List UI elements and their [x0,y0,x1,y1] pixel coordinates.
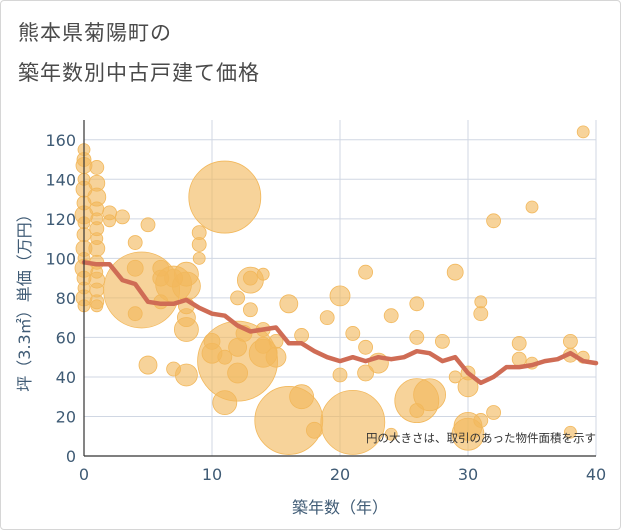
x-tick-label: 10 [202,465,222,484]
y-tick-label: 120 [45,210,76,229]
data-bubble [90,299,104,313]
data-bubble [486,405,502,420]
data-bubble [486,213,502,229]
data-bubble [203,332,221,350]
data-bubble [319,310,335,326]
data-bubble [191,237,207,252]
data-bubble [279,294,299,314]
y-tick-label: 160 [45,131,76,150]
data-bubble [242,270,258,286]
data-bubble [88,174,106,192]
data-bubble [140,217,156,233]
data-bubble [90,232,104,245]
data-bubble [434,333,450,349]
data-bubble [564,425,577,439]
y-tick-label: 60 [56,328,76,347]
y-axis-label: 坪（3.3㎡）単価（万円） [15,206,34,391]
bubble-layer [74,125,590,455]
data-bubble [383,308,399,324]
data-bubble [525,200,539,214]
data-bubble [90,212,104,226]
axis-layer: 0 10 20 30 40 0 20 40 60 80 100 120 140 160 [45,120,606,484]
chart-title-line1: 熊本県菊陽町の [18,21,172,45]
data-bubble [511,351,527,367]
x-tick-label: 40 [586,465,606,484]
y-tick-label: 140 [45,170,76,189]
data-bubble [320,389,386,455]
size-annotation: 円の大きさは、取引のあった物件面積を示す [366,431,596,445]
data-bubble [473,413,489,428]
data-bubble [227,362,249,384]
data-bubble [126,259,144,277]
x-axis-label: 築年数（年） [292,498,388,517]
data-bubble [329,285,351,307]
data-bubble [217,349,233,365]
data-bubble [230,290,246,306]
data-bubble [413,378,447,412]
data-bubble [446,263,464,281]
data-bubble [256,267,270,281]
data-bubble [358,264,374,280]
data-bubble [152,269,170,287]
data-bubble [563,333,578,349]
data-bubble [511,335,527,351]
data-bubble [268,333,284,349]
data-bubble [127,235,143,250]
data-bubble [473,306,489,322]
data-bubble [384,427,398,441]
y-tick-label: 100 [45,249,76,268]
data-bubble [345,326,361,341]
x-tick-label: 20 [330,465,350,484]
data-bubble [192,251,206,265]
x-tick-label: 0 [79,465,89,484]
data-bubble [89,160,105,175]
data-bubble [212,390,238,416]
data-bubble [332,367,348,383]
data-bubble [289,384,315,410]
data-bubble [305,421,323,439]
data-bubble [358,339,374,355]
data-bubble [127,306,143,322]
trend-line-layer [81,260,599,386]
data-bubble [294,328,310,343]
data-bubble [138,355,158,375]
data-bubble [576,125,590,139]
data-bubble [357,364,375,382]
y-tick-label: 20 [56,407,76,426]
data-bubble [448,370,462,384]
data-bubble [166,361,182,377]
data-bubble [115,209,130,225]
y-tick-label: 0 [66,447,76,466]
x-tick-label: 30 [458,465,478,484]
data-bubble [90,265,104,279]
y-tick-label: 80 [56,289,76,308]
data-bubble [188,160,262,234]
data-bubble [103,214,116,228]
data-bubble [409,296,425,312]
y-tick-label: 40 [56,368,76,387]
average-price-line [81,260,599,386]
data-bubble [474,295,488,309]
chart-title-line2: 築年数別中古戸建て価格 [18,61,260,85]
data-bubble [242,302,258,318]
data-bubble [409,330,425,345]
data-bubble [409,403,425,418]
